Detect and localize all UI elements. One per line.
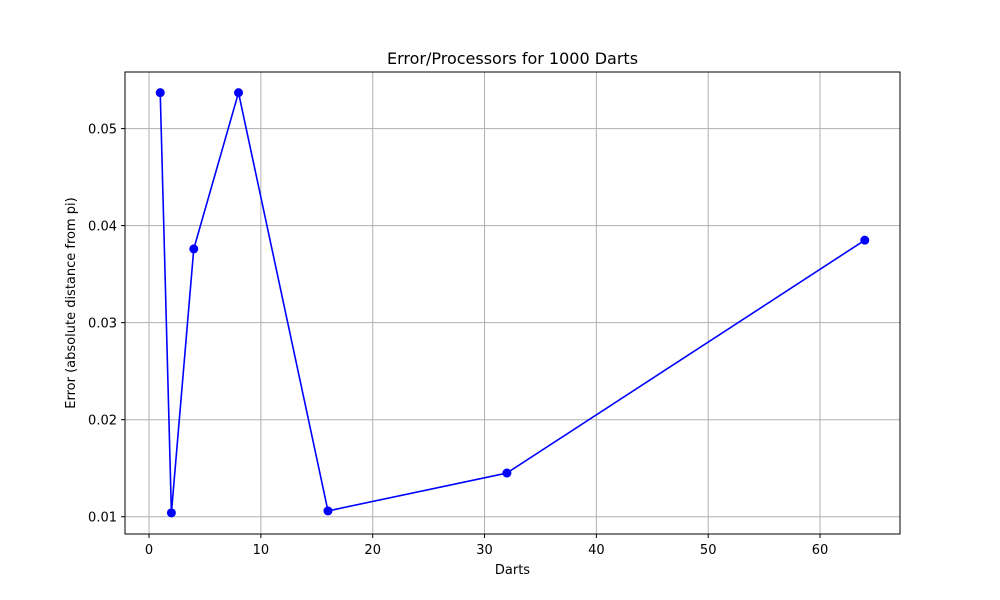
data-point	[860, 235, 870, 245]
x-tick-label: 40	[588, 543, 605, 558]
series-layer	[155, 88, 870, 518]
x-tick-label: 20	[364, 543, 381, 558]
grid-lines	[125, 72, 900, 534]
x-tick-label: 60	[812, 543, 829, 558]
x-axis-label: Darts	[495, 563, 530, 578]
y-tick-label: 0.03	[88, 317, 117, 332]
series-line	[159, 91, 866, 514]
x-tick-label: 10	[253, 543, 270, 558]
plot-area-frame	[124, 71, 901, 535]
data-point	[502, 468, 512, 478]
axis-ticks: 0 10 20 30 40 50 60 0.01 0.02 0.03 0.04 0.05	[88, 123, 828, 558]
x-tick-label: 50	[700, 543, 717, 558]
data-point	[234, 88, 244, 98]
chart-title: Error/Processors for 1000 Darts	[387, 49, 638, 68]
data-point	[166, 508, 176, 518]
y-tick-label: 0.02	[88, 414, 117, 429]
y-tick-label: 0.01	[88, 511, 117, 526]
x-tick-label: 30	[476, 543, 493, 558]
data-point	[189, 244, 199, 254]
data-point	[155, 88, 165, 98]
y-tick-label: 0.04	[88, 220, 117, 235]
data-point	[323, 506, 333, 516]
y-axis-label: Error (absolute distance from pi)	[64, 197, 79, 408]
y-tick-label: 0.05	[88, 123, 117, 138]
x-tick-label: 0	[145, 543, 153, 558]
